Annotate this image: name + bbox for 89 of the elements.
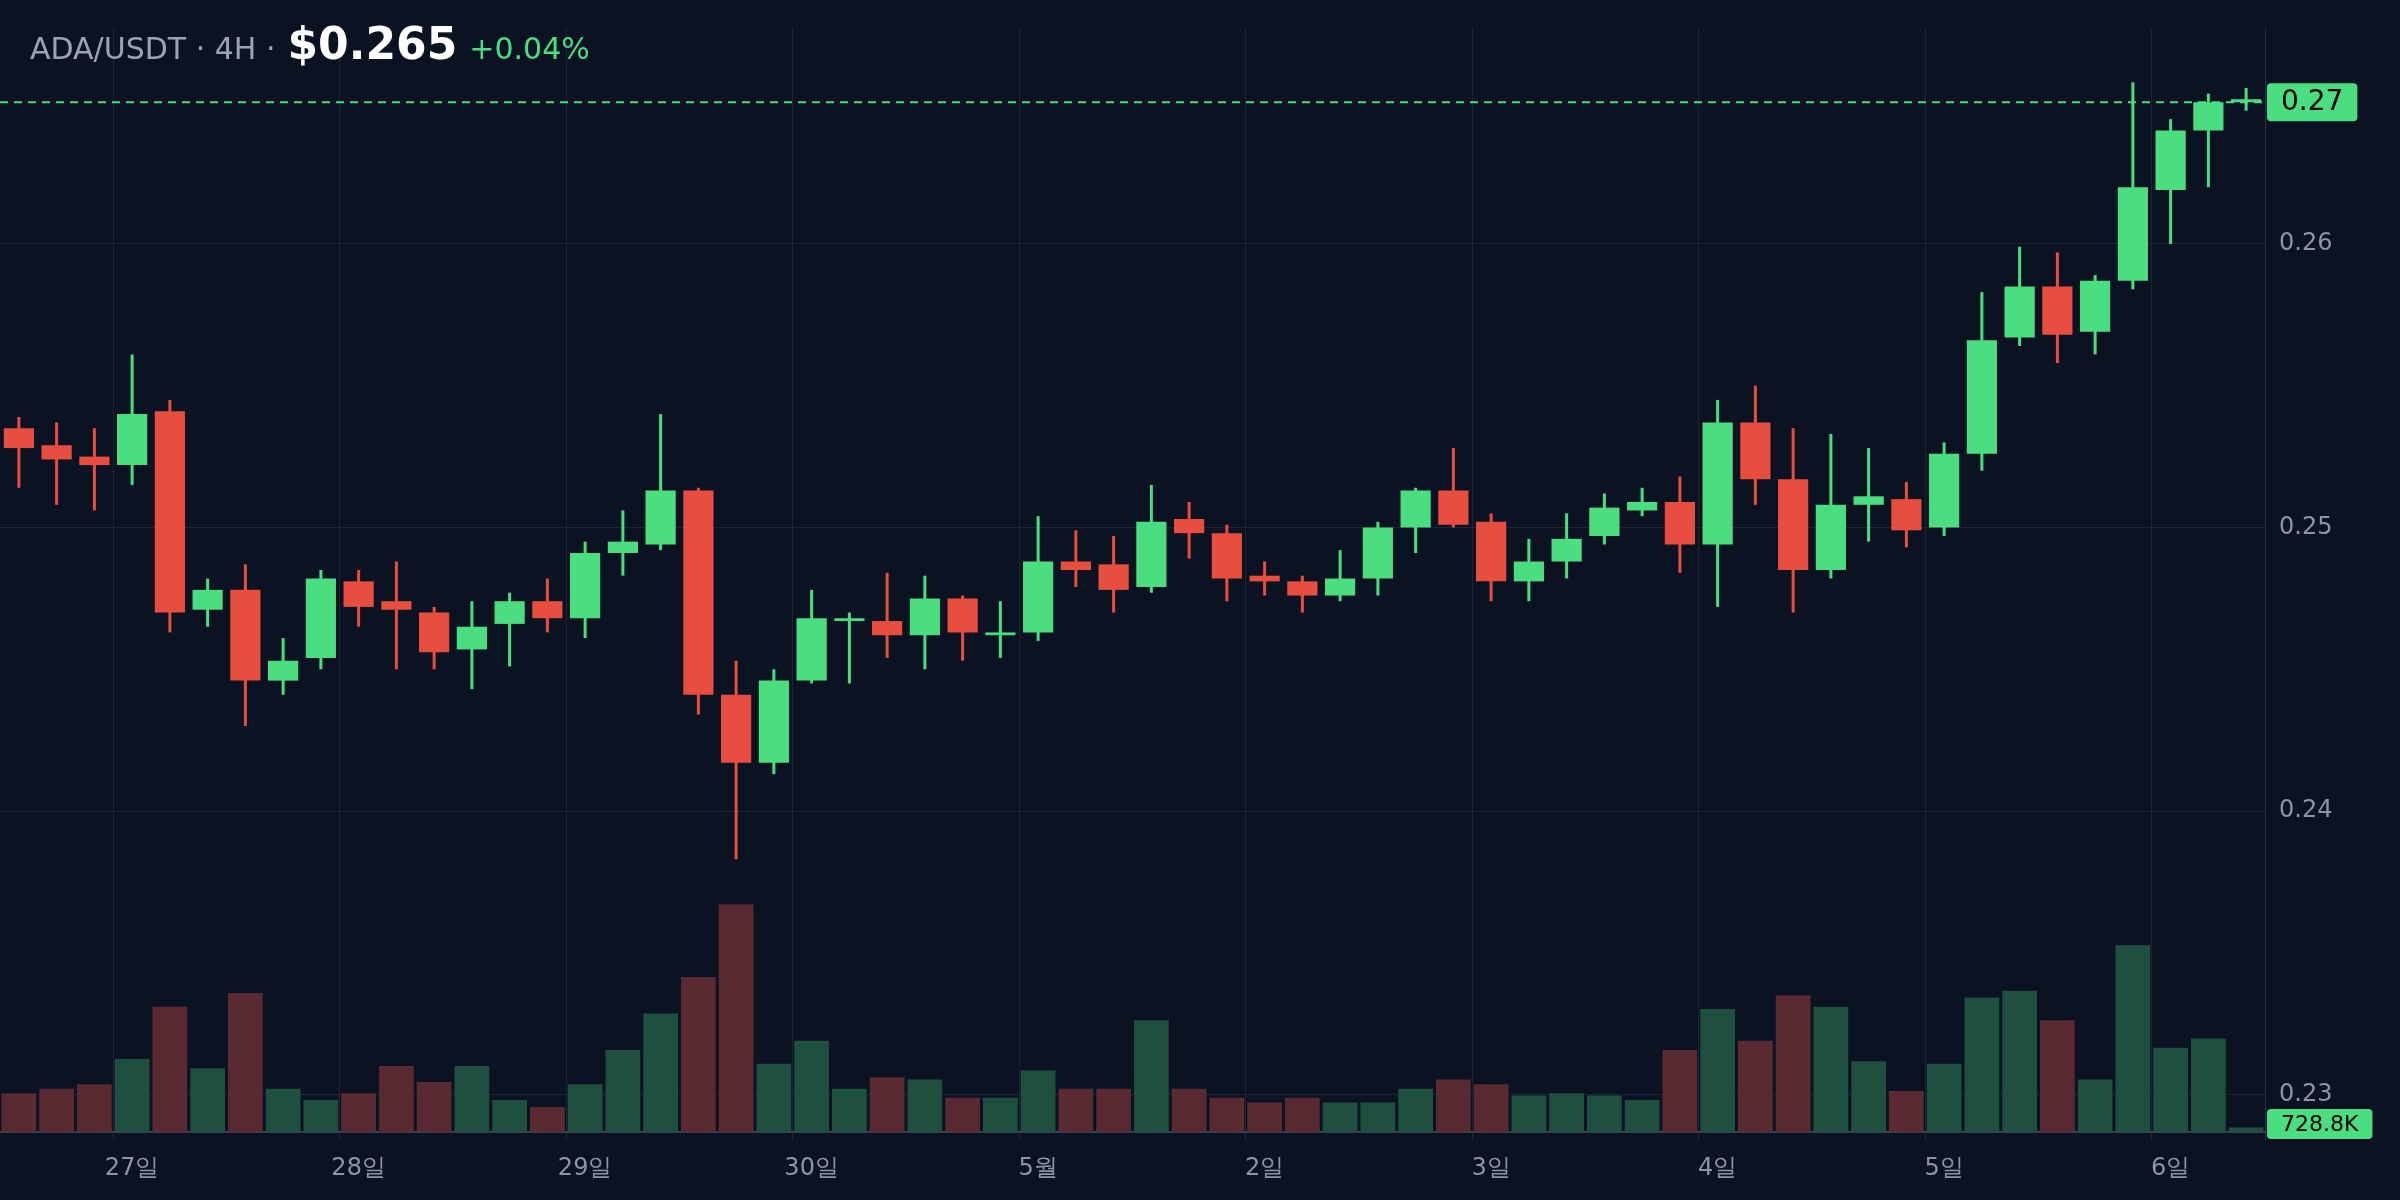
bar [1511, 1095, 1547, 1132]
x-tick-label: 3일 [1471, 1152, 1511, 1181]
y-tick-label: 0.23 [2279, 1078, 2333, 1107]
bar [2191, 1038, 2226, 1132]
bar [605, 1049, 641, 1132]
bar [832, 1088, 867, 1132]
x-tick-label: 5일 [1924, 1152, 1964, 1181]
bar [1889, 1090, 1924, 1132]
candlestick [1627, 486, 1658, 518]
bar [303, 1100, 339, 1132]
bar [77, 1084, 112, 1132]
bar [114, 1059, 150, 1132]
bar [1738, 1040, 1773, 1132]
bar [983, 1097, 1018, 1132]
bar [1964, 997, 2000, 1132]
bar [1700, 1008, 1735, 1132]
bar [1473, 1084, 1509, 1132]
x-tick-label: 2일 [1244, 1152, 1285, 1181]
bar [190, 1068, 225, 1132]
x-tick-label: 27일 [104, 1152, 160, 1181]
bar [1851, 1061, 1886, 1132]
bar [1322, 1102, 1358, 1132]
bar [2002, 990, 2037, 1132]
bar [228, 993, 263, 1132]
ref-line-label: 0.27 [2281, 84, 2344, 118]
bar [39, 1088, 74, 1132]
candlestick [834, 612, 865, 684]
bar [907, 1079, 943, 1132]
bar [530, 1106, 565, 1132]
x-tick-label: 29일 [557, 1152, 613, 1181]
candlestick [41, 422, 72, 505]
x-tick-label: 6일 [2150, 1152, 2191, 1181]
bar [681, 977, 716, 1132]
bar [794, 1040, 829, 1132]
bar [152, 1006, 188, 1132]
candlestick [607, 510, 638, 576]
bar [567, 1084, 603, 1132]
bar [1285, 1097, 1320, 1132]
bar [1209, 1097, 1245, 1132]
y-tick-label: 0.25 [2279, 511, 2333, 540]
candlestick [985, 601, 1016, 658]
bar [2153, 1047, 2188, 1132]
bar [718, 904, 754, 1132]
chart-title: ADA/USDT · 4H · [30, 31, 276, 66]
y-tick-label: 0.24 [2279, 795, 2333, 824]
bar [1058, 1088, 1094, 1132]
bar [1134, 1020, 1169, 1132]
bar [2040, 1020, 2075, 1132]
bar [1775, 995, 1811, 1132]
bar [379, 1065, 414, 1132]
candlestick [79, 428, 110, 511]
bar [1436, 1079, 1471, 1132]
bar [2115, 945, 2151, 1132]
bar [265, 1088, 301, 1132]
bar [1360, 1102, 1396, 1132]
bar [492, 1100, 527, 1132]
bar [1813, 1006, 1849, 1132]
bar [1926, 1063, 1962, 1132]
bar [1247, 1102, 1282, 1132]
candlestick [1060, 530, 1091, 589]
bar [1171, 1088, 1207, 1132]
x-tick-label: 5월 [1018, 1152, 1058, 1181]
bar [2077, 1079, 2113, 1132]
text: 728.8K [2281, 1110, 2359, 1136]
candlestick [872, 571, 903, 658]
bar [1662, 1049, 1698, 1132]
bar [1020, 1070, 1056, 1132]
x-tick-label: 30일 [784, 1152, 839, 1181]
chart-subtitle: $0.265 [287, 18, 458, 69]
annotation: +0.04% [469, 31, 590, 66]
bar [1587, 1095, 1622, 1132]
bar [1096, 1088, 1131, 1132]
x-tick-label: 4일 [1697, 1152, 1738, 1181]
bar [1624, 1100, 1660, 1132]
bar [643, 1013, 678, 1132]
bar [869, 1077, 905, 1132]
y-tick-label: 0.26 [2279, 228, 2333, 257]
bar [756, 1063, 792, 1132]
bar [2228, 1127, 2264, 1132]
bar [1398, 1088, 1433, 1132]
bar [1549, 1093, 1584, 1132]
x-tick-label: 28일 [331, 1152, 386, 1181]
bar [1, 1093, 37, 1132]
bar [945, 1097, 980, 1132]
bar [454, 1065, 490, 1132]
bar [341, 1093, 376, 1132]
candlestick [1853, 448, 1884, 542]
bar [416, 1081, 452, 1132]
candlestick [381, 561, 412, 670]
